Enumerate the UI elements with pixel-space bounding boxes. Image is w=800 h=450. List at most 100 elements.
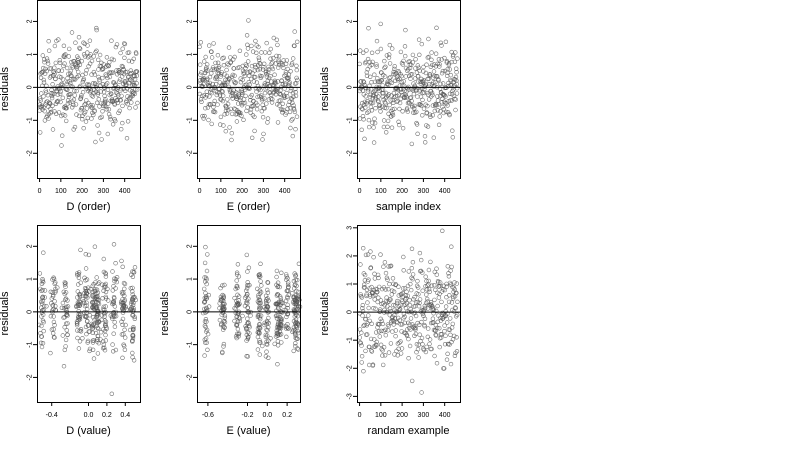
scatter-point (403, 65, 409, 71)
scatter-point (47, 75, 53, 80)
scatter-point (287, 99, 292, 105)
scatter-point (83, 286, 89, 292)
scatter-point (203, 105, 208, 111)
scatter-point (44, 304, 49, 309)
scatter-point (390, 97, 395, 103)
x-tick-label: 100 (375, 188, 387, 195)
scatter-point (291, 294, 296, 300)
scatter-point (202, 353, 207, 358)
scatter-point (276, 322, 281, 328)
scatter-point (408, 307, 413, 312)
scatter-point (277, 284, 282, 290)
scatter-point (385, 124, 390, 130)
scatter-point (365, 67, 370, 72)
scatter-point (443, 333, 448, 338)
scatter-point (288, 85, 294, 91)
scatter-point (443, 313, 449, 319)
scatter-point (397, 100, 403, 106)
scatter-point (387, 102, 392, 108)
scatter-point (82, 286, 88, 291)
scatter-point (220, 98, 226, 104)
scatter-point (120, 46, 125, 51)
scatter-point (98, 89, 104, 94)
scatter-point (426, 36, 431, 42)
scatter-point (437, 326, 442, 331)
scatter-point (89, 324, 95, 329)
scatter-point (135, 100, 140, 106)
scatter-point (132, 74, 137, 79)
scatter-point (374, 64, 379, 69)
x-tick-label: 0.0 (84, 412, 94, 419)
y-tick-label: 0 (347, 310, 354, 314)
scatter-point (245, 105, 250, 110)
scatter-point (78, 327, 84, 332)
scatter-point (45, 58, 50, 64)
scatter-point (420, 113, 425, 118)
scatter-point (74, 303, 79, 308)
scatter-point (61, 289, 66, 294)
scatter-point (452, 280, 457, 285)
scatter-point (295, 39, 300, 44)
scatter-point (130, 269, 135, 274)
y-tick-label: -2 (347, 150, 354, 156)
scatter-point (84, 98, 89, 103)
scatter-point (436, 57, 442, 62)
scatter-point (423, 140, 428, 145)
scatter-point (392, 64, 397, 69)
scatter-point (281, 58, 286, 63)
scatter-point (221, 344, 226, 349)
scatter-point (202, 286, 207, 292)
scatter-point (223, 108, 229, 114)
x-tick-label: -0.4 (46, 412, 58, 419)
scatter-point (412, 103, 417, 109)
scatter-point (103, 82, 109, 87)
scatter-point (75, 295, 80, 300)
scatter-point (204, 319, 209, 324)
scatter-point (436, 295, 442, 300)
scatter-point (234, 272, 240, 277)
scatter-point (209, 121, 214, 127)
scatter-point (50, 294, 56, 299)
scatter-point (132, 76, 138, 82)
scatter-point (434, 361, 440, 366)
y-tick-label: -1 (347, 337, 354, 343)
scatter-point (219, 88, 225, 94)
y-tick-label: 0 (187, 85, 194, 89)
scatter-point (283, 72, 288, 77)
scatter-point (114, 279, 120, 285)
scatter-point (205, 68, 210, 73)
scatter-point (84, 331, 89, 337)
scatter-point (421, 64, 426, 70)
x-tick-label: 100 (215, 188, 227, 195)
scatter-point (419, 335, 425, 341)
scatter-point (122, 335, 128, 340)
scatter-point (95, 309, 101, 314)
y-tick-label: -2 (347, 365, 354, 371)
scatter-point (386, 92, 391, 97)
scatter-point (378, 252, 383, 257)
scatter-point (361, 80, 367, 85)
scatter-point (400, 109, 405, 114)
scatter-point (74, 88, 79, 94)
scatter-point (274, 313, 279, 318)
scatter-point (249, 43, 254, 49)
scatter-point (277, 91, 283, 96)
scatter-point (64, 328, 70, 333)
scatter-point (278, 296, 284, 301)
scatter-point (445, 103, 450, 108)
scatter-point (409, 62, 414, 68)
scatter-point (222, 282, 227, 288)
scatter-point (256, 57, 262, 63)
scatter-point (108, 116, 113, 122)
scatter-point (127, 105, 132, 111)
scatter-point (362, 136, 367, 142)
scatter-point (396, 92, 402, 97)
scatter-point (53, 280, 58, 285)
scatter-point (202, 260, 208, 266)
scatter-point (252, 128, 257, 134)
x-tick-label: 200 (76, 188, 88, 195)
scatter-point (205, 62, 210, 67)
scatter-point (221, 55, 226, 60)
scatter-point (275, 284, 280, 290)
scatter-point (122, 41, 128, 47)
